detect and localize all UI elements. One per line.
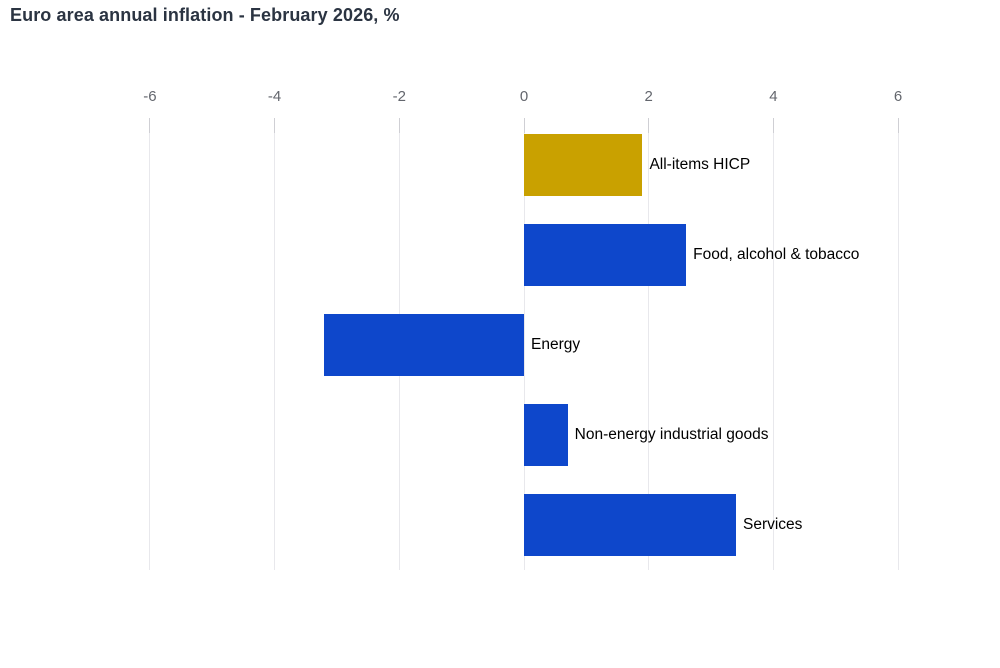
x-tick-label-6: 6 <box>893 88 903 105</box>
bar-label-energy: Energy <box>531 336 581 353</box>
tick-mark-x--2 <box>398 118 400 133</box>
tick-mark-x-4 <box>772 118 774 133</box>
bar-label-all-items-hicp: All-items HICP <box>649 156 751 173</box>
tick-mark-x-0 <box>523 118 525 133</box>
x-tick-label-0: 0 <box>519 88 529 105</box>
bar-label-services: Services <box>742 516 803 533</box>
gridline-x-6 <box>897 118 899 570</box>
x-tick-label--6: -6 <box>143 88 157 105</box>
bar-non-energy-industrial-goods[interactable] <box>524 404 568 466</box>
bar-label-non-energy-industrial-goods: Non-energy industrial goods <box>574 426 769 443</box>
bar-label-food-alcohol-tobacco: Food, alcohol & tobacco <box>693 246 860 263</box>
tick-mark-x-2 <box>648 118 650 133</box>
x-tick-label--4: -4 <box>267 88 282 105</box>
bar-all-items-hicp[interactable] <box>524 134 643 196</box>
x-tick-label--2: -2 <box>392 88 406 105</box>
bar-food-alcohol-tobacco[interactable] <box>524 224 687 286</box>
tick-mark-x-6 <box>897 118 899 133</box>
tick-mark-x--6 <box>149 118 151 133</box>
x-tick-label-4: 4 <box>769 88 778 105</box>
gridline-x-4 <box>772 118 774 570</box>
chart-title: Euro area annual inflation - February 20… <box>10 5 400 25</box>
gridline-x-2 <box>648 118 650 570</box>
gridline-x-0 <box>523 118 525 570</box>
tick-mark-x--4 <box>274 118 276 133</box>
bar-services[interactable] <box>524 494 736 556</box>
x-tick-label-2: 2 <box>644 88 653 105</box>
gridline-x--6 <box>149 118 151 570</box>
bar-energy[interactable] <box>324 314 524 376</box>
gridline-x--4 <box>274 118 276 570</box>
